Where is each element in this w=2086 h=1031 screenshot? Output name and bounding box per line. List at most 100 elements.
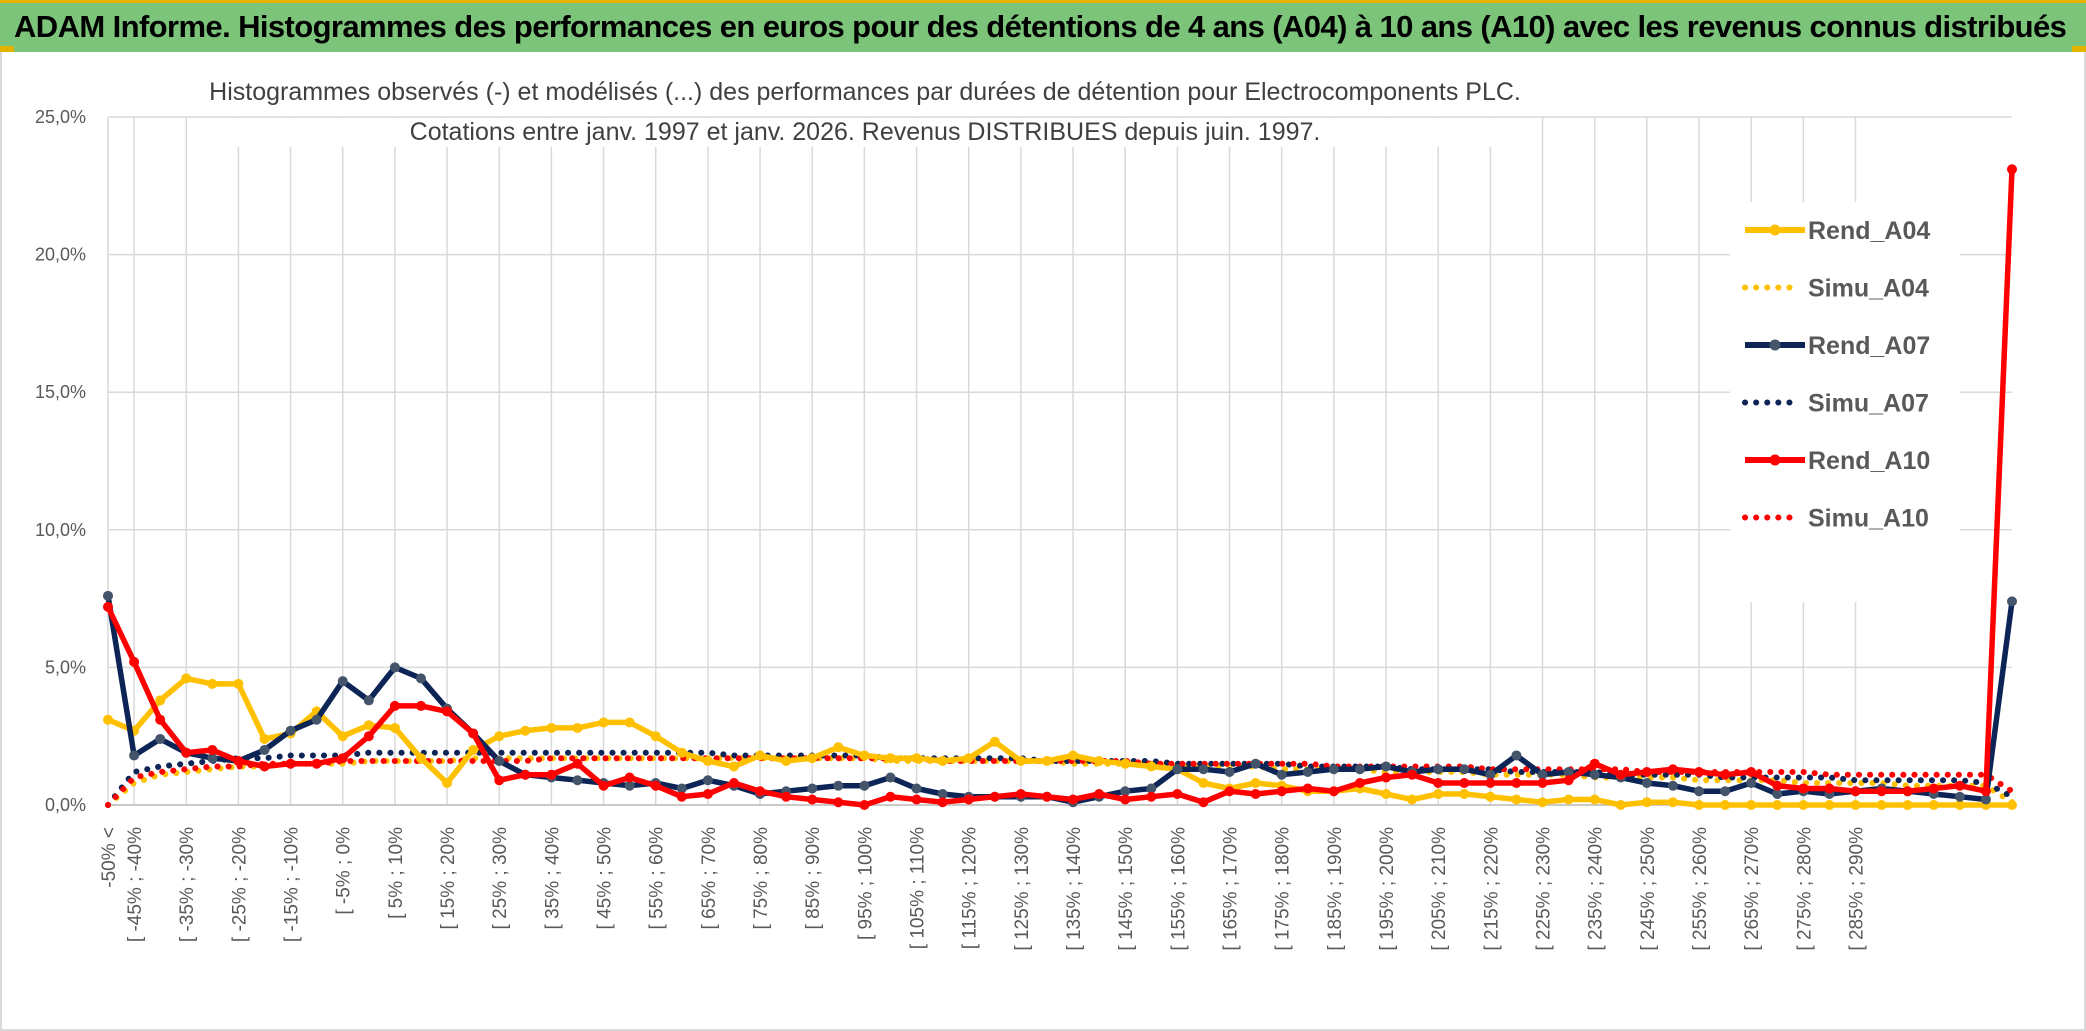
x-tick-label: [ 5% ; 10% xyxy=(386,827,407,919)
data-point-rend-a10 xyxy=(1328,786,1339,797)
data-point-rend-a04 xyxy=(1824,800,1835,810)
data-point-rend-a10 xyxy=(181,747,192,758)
data-point-rend-a07 xyxy=(129,750,140,761)
data-point-rend-a04 xyxy=(963,753,974,764)
data-point-rend-a04 xyxy=(676,747,687,758)
data-point-rend-a10 xyxy=(676,791,687,802)
data-point-rend-a10 xyxy=(1354,777,1365,788)
x-tick-label: [ 165% ; 170% xyxy=(1221,827,1242,951)
legend-marker-rend-a10 xyxy=(1769,454,1781,466)
data-point-rend-a04 xyxy=(494,731,505,742)
data-point-rend-a07 xyxy=(1354,764,1365,775)
corner-accent-right xyxy=(2072,46,2086,52)
data-point-rend-a04 xyxy=(1407,794,1418,805)
data-point-rend-a04 xyxy=(2007,800,2017,810)
y-tick-label: 0,0% xyxy=(45,795,86,815)
chart-title-line2: Cotations entre janv. 1997 et janv. 2026… xyxy=(200,118,1530,147)
data-point-rend-a04 xyxy=(989,736,1000,747)
data-point-rend-a10 xyxy=(911,794,922,805)
x-tick-label: -50% < xyxy=(99,827,120,888)
data-point-rend-a10 xyxy=(1720,769,1731,780)
data-point-rend-a04 xyxy=(155,695,166,706)
data-point-rend-a10 xyxy=(546,769,557,780)
data-point-rend-a10 xyxy=(1772,780,1783,791)
x-tick-label: [ 225% ; 230% xyxy=(1534,827,1555,951)
data-point-rend-a07 xyxy=(1537,769,1548,780)
data-point-rend-a07 xyxy=(494,755,505,766)
data-point-rend-a04 xyxy=(833,742,844,753)
data-point-rend-a04 xyxy=(1015,755,1026,766)
data-point-rend-a10 xyxy=(702,788,713,799)
data-point-rend-a10 xyxy=(155,714,166,725)
data-point-rend-a04 xyxy=(859,750,870,761)
data-point-rend-a10 xyxy=(1667,764,1678,775)
data-point-rend-a04 xyxy=(1772,800,1783,810)
data-point-rend-a07 xyxy=(1589,769,1600,780)
data-point-rend-a04 xyxy=(1381,788,1392,799)
data-point-rend-a10 xyxy=(650,780,661,791)
data-point-rend-a10 xyxy=(598,780,609,791)
x-tick-label: [ 65% ; 70% xyxy=(699,827,720,930)
data-point-rend-a10 xyxy=(885,791,896,802)
data-point-rend-a07 xyxy=(885,772,896,783)
x-tick-label: [ 85% ; 90% xyxy=(803,827,824,930)
data-point-rend-a04 xyxy=(1667,797,1678,808)
data-point-rend-a04 xyxy=(337,731,348,742)
x-tick-label: [ 15% ; 20% xyxy=(438,827,459,930)
data-point-rend-a07 xyxy=(1954,791,1965,802)
data-point-rend-a10 xyxy=(1537,777,1548,788)
legend-label-simu-a10: Simu_A10 xyxy=(1808,505,1929,533)
x-tick-label: [ -35% ; -30% xyxy=(177,827,198,942)
data-point-rend-a07 xyxy=(207,753,218,764)
data-point-rend-a07 xyxy=(155,733,166,744)
data-point-rend-a10 xyxy=(963,794,974,805)
data-point-rend-a04 xyxy=(389,722,400,733)
data-point-rend-a10 xyxy=(755,786,766,797)
data-point-rend-a04 xyxy=(1902,800,1913,810)
data-point-rend-a04 xyxy=(1120,758,1131,769)
data-point-rend-a04 xyxy=(181,673,192,684)
series-line-rend-a04 xyxy=(106,675,2012,808)
data-point-rend-a10 xyxy=(103,601,113,612)
data-point-rend-a07 xyxy=(807,783,818,794)
x-tick-label: [ 285% ; 290% xyxy=(1847,827,1868,951)
chart-title-line1: Histogrammes observés (-) et modélisés (… xyxy=(200,78,1530,107)
legend-label-rend-a04: Rend_A04 xyxy=(1808,217,1930,245)
data-point-rend-a10 xyxy=(1798,783,1809,794)
data-point-rend-a07 xyxy=(311,714,322,725)
data-point-rend-a07 xyxy=(1224,766,1235,777)
data-point-rend-a10 xyxy=(1876,786,1887,797)
data-point-rend-a10 xyxy=(1224,786,1235,797)
x-tick-label: [ 205% ; 210% xyxy=(1429,827,1450,951)
data-point-rend-a04 xyxy=(1589,794,1600,805)
series-line-simu-a07 xyxy=(105,749,2015,808)
data-point-rend-a04 xyxy=(1563,794,1574,805)
data-point-rend-a07 xyxy=(1720,786,1731,797)
data-point-rend-a07 xyxy=(1694,786,1705,797)
data-point-rend-a07 xyxy=(676,783,687,794)
data-point-rend-a10 xyxy=(572,758,583,769)
x-tick-label: [ 255% ; 260% xyxy=(1690,827,1711,951)
data-point-rend-a10 xyxy=(1433,777,1444,788)
x-tick-label: [ 35% ; 40% xyxy=(542,827,563,930)
data-point-rend-a04 xyxy=(624,717,635,728)
data-point-rend-a10 xyxy=(1041,791,1052,802)
data-point-rend-a07 xyxy=(572,775,583,786)
y-tick-label: 5,0% xyxy=(45,657,86,677)
x-tick-label: [ 125% ; 130% xyxy=(1012,827,1033,951)
legend-marker-rend-a07 xyxy=(1769,339,1781,351)
data-point-rend-a10 xyxy=(415,700,426,711)
data-point-rend-a04 xyxy=(1641,797,1652,808)
data-point-rend-a07 xyxy=(1772,788,1783,799)
x-tick-label: [ -5% ; 0% xyxy=(334,827,355,915)
data-point-rend-a07 xyxy=(415,673,426,684)
data-point-rend-a10 xyxy=(1589,758,1600,769)
report-banner: ADAM Informe. Histogrammes des performan… xyxy=(0,0,2086,52)
x-tick-label: [ 195% ; 200% xyxy=(1377,827,1398,951)
x-tick-label: [ -25% ; -20% xyxy=(229,827,250,942)
legend-label-simu-a07: Simu_A07 xyxy=(1808,390,1929,418)
performance-histogram-chart: 0,0% 5,0% 10,0% 15,0% 20,0% 25,0% -50% <[ -45%… xyxy=(35,107,2017,951)
data-point-rend-a04 xyxy=(702,755,713,766)
data-point-rend-a10 xyxy=(781,791,792,802)
data-point-rend-a04 xyxy=(1433,788,1444,799)
